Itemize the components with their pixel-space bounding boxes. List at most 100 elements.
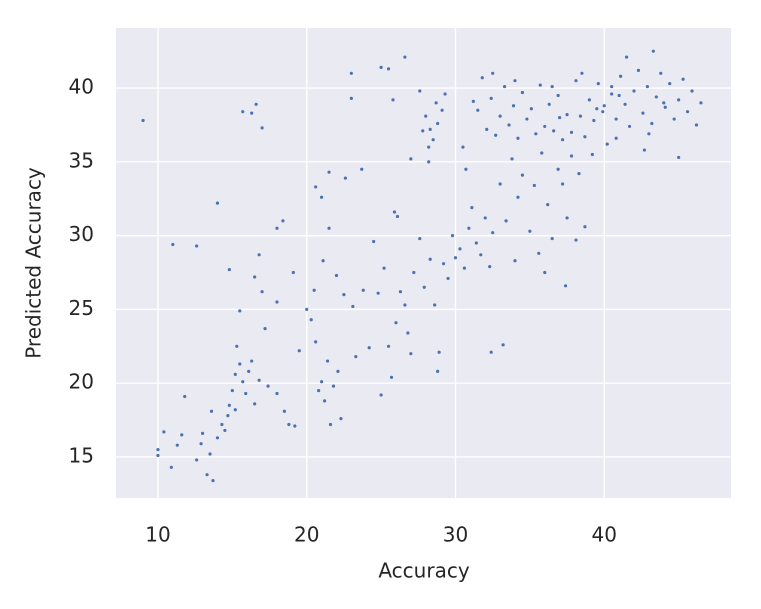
point [312,288,316,292]
point [596,82,600,86]
point [422,285,426,289]
point [474,241,478,245]
point [266,384,270,388]
point [156,453,160,458]
point [659,71,663,75]
point [391,98,395,102]
point [382,266,386,270]
point [677,155,681,160]
point [398,290,403,294]
point [342,293,346,297]
point [662,101,666,105]
point [602,104,606,108]
point [642,148,647,152]
point [619,74,623,78]
point [319,195,324,199]
point [428,127,432,131]
point [529,107,533,111]
point [327,226,331,230]
point [538,83,542,87]
point [663,105,667,109]
point [587,98,591,102]
point [334,273,339,278]
point [513,79,517,83]
point [349,96,353,100]
point [595,107,599,111]
point [309,318,313,322]
point [491,231,495,235]
point [443,92,447,96]
point [558,115,562,120]
point [233,408,237,412]
point [331,384,336,388]
point [195,458,199,462]
point [431,138,435,142]
point [636,68,641,72]
point [253,402,257,406]
point [461,145,465,149]
point [241,110,245,114]
point [379,393,383,397]
point [641,111,645,115]
point [574,238,578,242]
point [488,265,492,269]
point [325,359,330,363]
point [540,151,544,155]
point [651,49,655,53]
point [485,127,489,131]
point [511,104,516,108]
point [409,157,413,161]
point [436,369,440,373]
x-tick-label: 10 [145,523,170,547]
point [339,417,343,421]
point [317,388,321,393]
point [479,253,483,257]
y-tick-label: 30 [69,222,94,246]
point [501,343,505,347]
point [580,71,584,75]
point [450,234,455,238]
point [510,157,514,161]
point [200,431,205,435]
point [427,145,431,149]
point [534,132,538,136]
point [257,253,261,257]
point [403,303,407,307]
point [677,98,681,102]
point [543,270,547,275]
point [614,117,618,121]
point [418,236,422,241]
point [654,95,658,99]
point [610,92,614,96]
point [220,422,224,427]
point [349,71,353,75]
point [241,380,245,384]
point [437,350,441,354]
point [247,369,251,373]
point [590,152,594,157]
point [386,67,391,71]
point [287,422,291,427]
point [494,133,498,137]
point [281,219,285,223]
point [244,391,248,396]
point [464,167,468,171]
point [556,167,560,171]
point [291,270,295,275]
point [424,114,428,118]
y-axis-label: Predicted Accuracy [22,167,46,359]
point [208,452,212,456]
point [379,65,383,70]
point [433,303,437,307]
point [275,226,279,230]
point [215,436,220,440]
point [583,135,587,139]
point [513,259,517,263]
point [470,205,474,210]
point [550,84,554,89]
point [209,409,214,413]
point [321,259,325,263]
point [434,101,438,105]
point [498,182,502,186]
